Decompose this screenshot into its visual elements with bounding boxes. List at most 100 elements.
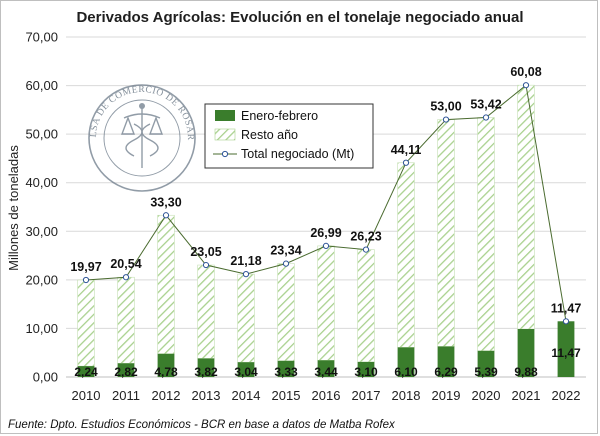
data-labels: 19,97 20,54 33,30 23,05 21,18 23,34 26,99 26,23… xyxy=(70,65,581,379)
legend-swatch-enero-febrero xyxy=(215,110,235,121)
enero-febrero-value-label: 3,10 xyxy=(354,365,378,379)
enero-febrero-value-label: 6,29 xyxy=(434,365,458,379)
total-marker xyxy=(122,274,130,281)
total-value-label: 60,08 xyxy=(510,65,541,79)
legend: Enero-febrero Resto año Total negociado … xyxy=(204,103,374,169)
bar-enero-febrero xyxy=(437,346,455,377)
legend-marker-total xyxy=(221,150,229,158)
total-line-group xyxy=(82,82,570,325)
bar-resto-anio xyxy=(157,214,175,355)
x-tick-label: 2011 xyxy=(112,388,140,403)
total-marker xyxy=(562,318,570,325)
total-value-label: 19,97 xyxy=(70,260,101,274)
x-tick-label: 2012 xyxy=(152,388,181,403)
x-tick-label: 2014 xyxy=(232,388,261,403)
legend-label-resto-anio: Resto año xyxy=(241,128,298,142)
legend-swatch-resto-anio xyxy=(214,128,236,141)
y-tick-label: 40,00 xyxy=(25,175,58,190)
total-marker xyxy=(482,114,490,121)
x-axis-ticks: 2010 2011 2012 2013 2014 2015 2016 2017 2018 2019… xyxy=(72,388,581,403)
total-marker xyxy=(162,212,170,219)
x-tick-label: 2015 xyxy=(272,388,301,403)
total-marker xyxy=(202,261,210,269)
total-value-label: 23,34 xyxy=(270,244,301,258)
bar-resto-anio xyxy=(477,117,495,352)
x-tick-label: 2020 xyxy=(472,388,501,403)
legend-label-total: Total negociado (Mt) xyxy=(241,147,354,161)
enero-febrero-value-label: 5,39 xyxy=(474,365,498,379)
chart-title: Derivados Agrícolas: Evolución en el ton… xyxy=(76,9,523,26)
bar-resto-anio xyxy=(357,249,375,363)
total-value-label: 53,42 xyxy=(470,98,501,112)
enero-febrero-value-label: 2,82 xyxy=(114,365,138,379)
bar-resto-anio xyxy=(397,162,415,348)
y-tick-label: 10,00 xyxy=(25,321,58,336)
total-value-label: 11,47 xyxy=(551,301,582,315)
total-value-label: 26,99 xyxy=(310,226,341,240)
enero-febrero-value-label: 3,04 xyxy=(234,365,258,379)
enero-febrero-value-label: 3,33 xyxy=(274,365,298,379)
total-marker xyxy=(282,260,290,267)
y-tick-label: 30,00 xyxy=(25,224,58,239)
y-axis-ticks: 0,00 10,00 20,00 30,00 40,00 50,00 60,00 70,00 xyxy=(25,30,58,385)
total-value-label: 23,05 xyxy=(190,245,221,259)
enero-febrero-value-label: 4,78 xyxy=(154,365,178,379)
bar-enero-febrero xyxy=(557,321,575,377)
y-tick-label: 0,00 xyxy=(33,370,58,385)
bar-resto-anio xyxy=(437,119,455,347)
bar-enero-febrero xyxy=(237,362,255,377)
x-tick-label: 2022 xyxy=(552,388,581,403)
bar-enero-febrero xyxy=(197,358,215,377)
source-note: Fuente: Dpto. Estudios Económicos - BCR … xyxy=(8,419,396,431)
total-marker xyxy=(242,271,250,278)
bar-enero-febrero xyxy=(397,347,415,377)
enero-febrero-value-label: 9,88 xyxy=(514,365,538,379)
enero-febrero-value-label: 3,44 xyxy=(314,365,338,379)
bar-enero-febrero xyxy=(357,361,375,377)
bar-resto-anio xyxy=(77,279,95,367)
x-tick-label: 2019 xyxy=(432,388,461,403)
y-tick-label: 60,00 xyxy=(25,78,58,93)
bar-resto-anio xyxy=(317,245,335,361)
bar-enero-febrero xyxy=(77,366,95,377)
total-marker xyxy=(402,159,410,166)
y-axis-label: Millones de toneladas xyxy=(6,145,21,271)
x-tick-label: 2013 xyxy=(192,388,221,403)
total-value-label: 44,11 xyxy=(391,143,422,157)
y-tick-label: 70,00 xyxy=(25,30,58,45)
bars-group xyxy=(77,84,575,377)
enero-febrero-value-label: 6,10 xyxy=(394,365,418,379)
total-value-label: 26,23 xyxy=(350,230,381,244)
bar-resto-anio xyxy=(197,264,215,359)
total-value-label: 33,30 xyxy=(150,195,181,209)
x-tick-label: 2016 xyxy=(312,388,341,403)
bar-enero-febrero xyxy=(317,360,335,377)
bar-resto-anio xyxy=(277,263,295,362)
y-tick-label: 50,00 xyxy=(25,127,58,142)
bar-enero-febrero xyxy=(517,329,535,377)
legend-label-enero-febrero: Enero-febrero xyxy=(241,109,318,123)
enero-febrero-value-label: 3,82 xyxy=(194,365,218,379)
enero-febrero-value-label: 11,47 xyxy=(551,346,581,360)
bar-enero-febrero xyxy=(277,360,295,377)
x-tick-label: 2021 xyxy=(512,388,541,403)
total-value-label: 21,18 xyxy=(230,254,261,268)
total-value-label: 20,54 xyxy=(110,257,141,271)
total-value-label: 53,00 xyxy=(430,100,461,114)
bar-enero-febrero xyxy=(157,353,175,377)
total-marker xyxy=(442,116,450,123)
total-marker xyxy=(362,246,370,253)
caduceus-icon xyxy=(120,103,164,168)
total-marker xyxy=(322,242,330,250)
total-marker xyxy=(82,276,90,284)
bar-resto-anio xyxy=(237,273,255,363)
x-tick-label: 2018 xyxy=(392,388,421,403)
y-tick-label: 20,00 xyxy=(25,272,58,287)
total-marker xyxy=(522,82,530,89)
x-tick-label: 2017 xyxy=(352,388,381,403)
x-tick-label: 2010 xyxy=(72,388,101,403)
bar-enero-febrero xyxy=(117,363,135,377)
